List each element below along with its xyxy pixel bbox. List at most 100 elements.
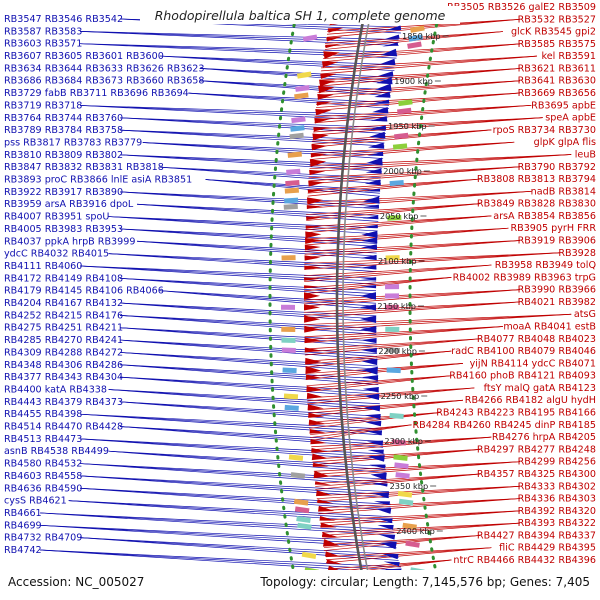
forward-leader-line [307,387,475,405]
forward-gene-label: glpK glpA flis [534,137,596,148]
forward-gene-label: RB4427 RB4394 RB4337 [477,530,596,541]
forward-cog-box [291,116,306,124]
reverse-cog-box [408,34,424,42]
kbp-tick-label: 1850 kbp [402,31,441,41]
reverse-gene-arrow [361,224,378,229]
reverse-leader-line [119,401,381,423]
reverse-gene-arrow [369,131,386,139]
reverse-gene-arrow [361,358,378,366]
forward-cog-box [296,71,312,79]
reverse-gene-label: RB4603 RB4558 [4,471,82,482]
reverse-gene-label: RB4514 RB4470 RB4428 [4,422,123,433]
reverse-leader-line [80,265,377,285]
forward-leader-line [313,461,520,475]
reverse-gene-arrow [360,348,377,353]
forward-gene-arrow [310,439,327,445]
forward-gene-arrow [304,337,321,343]
reverse-leader-line [199,68,393,84]
reverse-leader-line [108,253,377,272]
reverse-gene-label: RB3603 RB3571 [4,39,82,50]
reverse-cog-box [394,132,409,140]
reverse-gene-label: asnB RB4538 RB4499 [4,446,109,457]
reverse-leader-line [40,512,395,530]
forward-gene-arrow [326,36,343,42]
forward-gene-arrow [313,470,330,479]
reverse-leader-line [119,277,377,295]
reverse-gene-arrow [365,430,383,435]
forward-leader-line [325,547,492,561]
reverse-gene-arrow [362,375,379,381]
reverse-gene-arrow [366,157,383,166]
reverse-gene-label: RB4204 RB4167 RB4132 [4,298,123,309]
forward-gene-label: RB3808 RB3813 RB3794 [477,174,596,185]
forward-gene-label: leuB [575,149,596,160]
reverse-gene-arrow [360,277,377,281]
reverse-gene-label: RB4742 [4,545,42,556]
reverse-leader-line [119,352,378,373]
forward-leader-line [309,412,441,429]
forward-leader-line [322,43,520,57]
forward-gene-arrow [304,315,321,323]
forward-cog-box [285,179,300,187]
reverse-gene-arrow [380,48,398,57]
forward-leader-line [309,154,572,167]
reverse-leader-line [108,389,380,408]
backbone-inner [342,7,373,581]
forward-gene-arrow [313,127,330,132]
forward-gene-arrow [304,304,321,311]
reverse-leader-line [119,401,381,417]
forward-leader-line [315,473,481,484]
reverse-gene-arrow [382,42,399,47]
forward-gene-arrow [309,159,327,167]
reverse-gene-label: RB4252 RB4215 RB4176 [4,310,123,321]
reverse-leader-line [119,129,385,144]
forward-leader-line [310,424,412,441]
reverse-leader-line [108,389,380,411]
reverse-leader-line [80,413,382,433]
kbp-tick-label: 2000 kbp [383,166,422,176]
forward-gene-label: kel RB3591 [542,51,597,62]
forward-gene-arrow [304,325,321,333]
forward-gene-arrow [304,277,321,281]
forward-leader-line [325,547,492,564]
reverse-leader-line [80,30,399,43]
reverse-leader-line [40,549,401,574]
forward-gene-arrow [312,133,329,141]
reverse-gene-arrow [375,83,392,92]
forward-gene-arrow [312,462,329,467]
reverse-gene-arrow [363,405,381,412]
forward-cog-box [301,551,317,559]
forward-leader-line [321,55,538,72]
forward-leader-line [309,154,572,170]
reverse-cog-box [397,490,413,498]
forward-leader-line [303,289,520,301]
reverse-leader-line [119,117,386,128]
forward-gene-arrow [305,237,322,244]
reverse-leader-line [119,426,384,445]
forward-gene-arrow [316,101,333,106]
forward-leader-line [307,178,481,194]
title-backdrop [140,6,460,24]
forward-gene-arrow [307,189,324,193]
reverse-cog-box [391,439,407,446]
forward-leader-line [308,166,520,182]
reverse-leader-line [119,339,378,360]
forward-leader-line [308,399,463,414]
forward-gene-arrow [319,516,336,521]
reverse-gene-label: RB4275 RB4251 RB4211 [4,323,123,334]
forward-leader-line [304,313,572,325]
forward-leader-line [304,252,560,270]
forward-gene-arrow [304,285,321,289]
forward-cog-box [282,367,297,374]
reverse-leader-line [80,438,385,455]
forward-gene-arrow [316,490,333,497]
reverse-gene-label: RB4699 [4,520,42,531]
reverse-leader-line [119,364,379,385]
forward-gene-label: RB4297 RB4277 RB4248 [477,444,596,455]
reverse-leader-line [119,302,377,323]
reverse-cog-box [385,326,400,332]
forward-leader-line [313,117,543,136]
genome-backbone [335,7,373,581]
kbp-tick-label: 2250 kbp [381,391,420,401]
reverse-cog-box [385,304,400,310]
